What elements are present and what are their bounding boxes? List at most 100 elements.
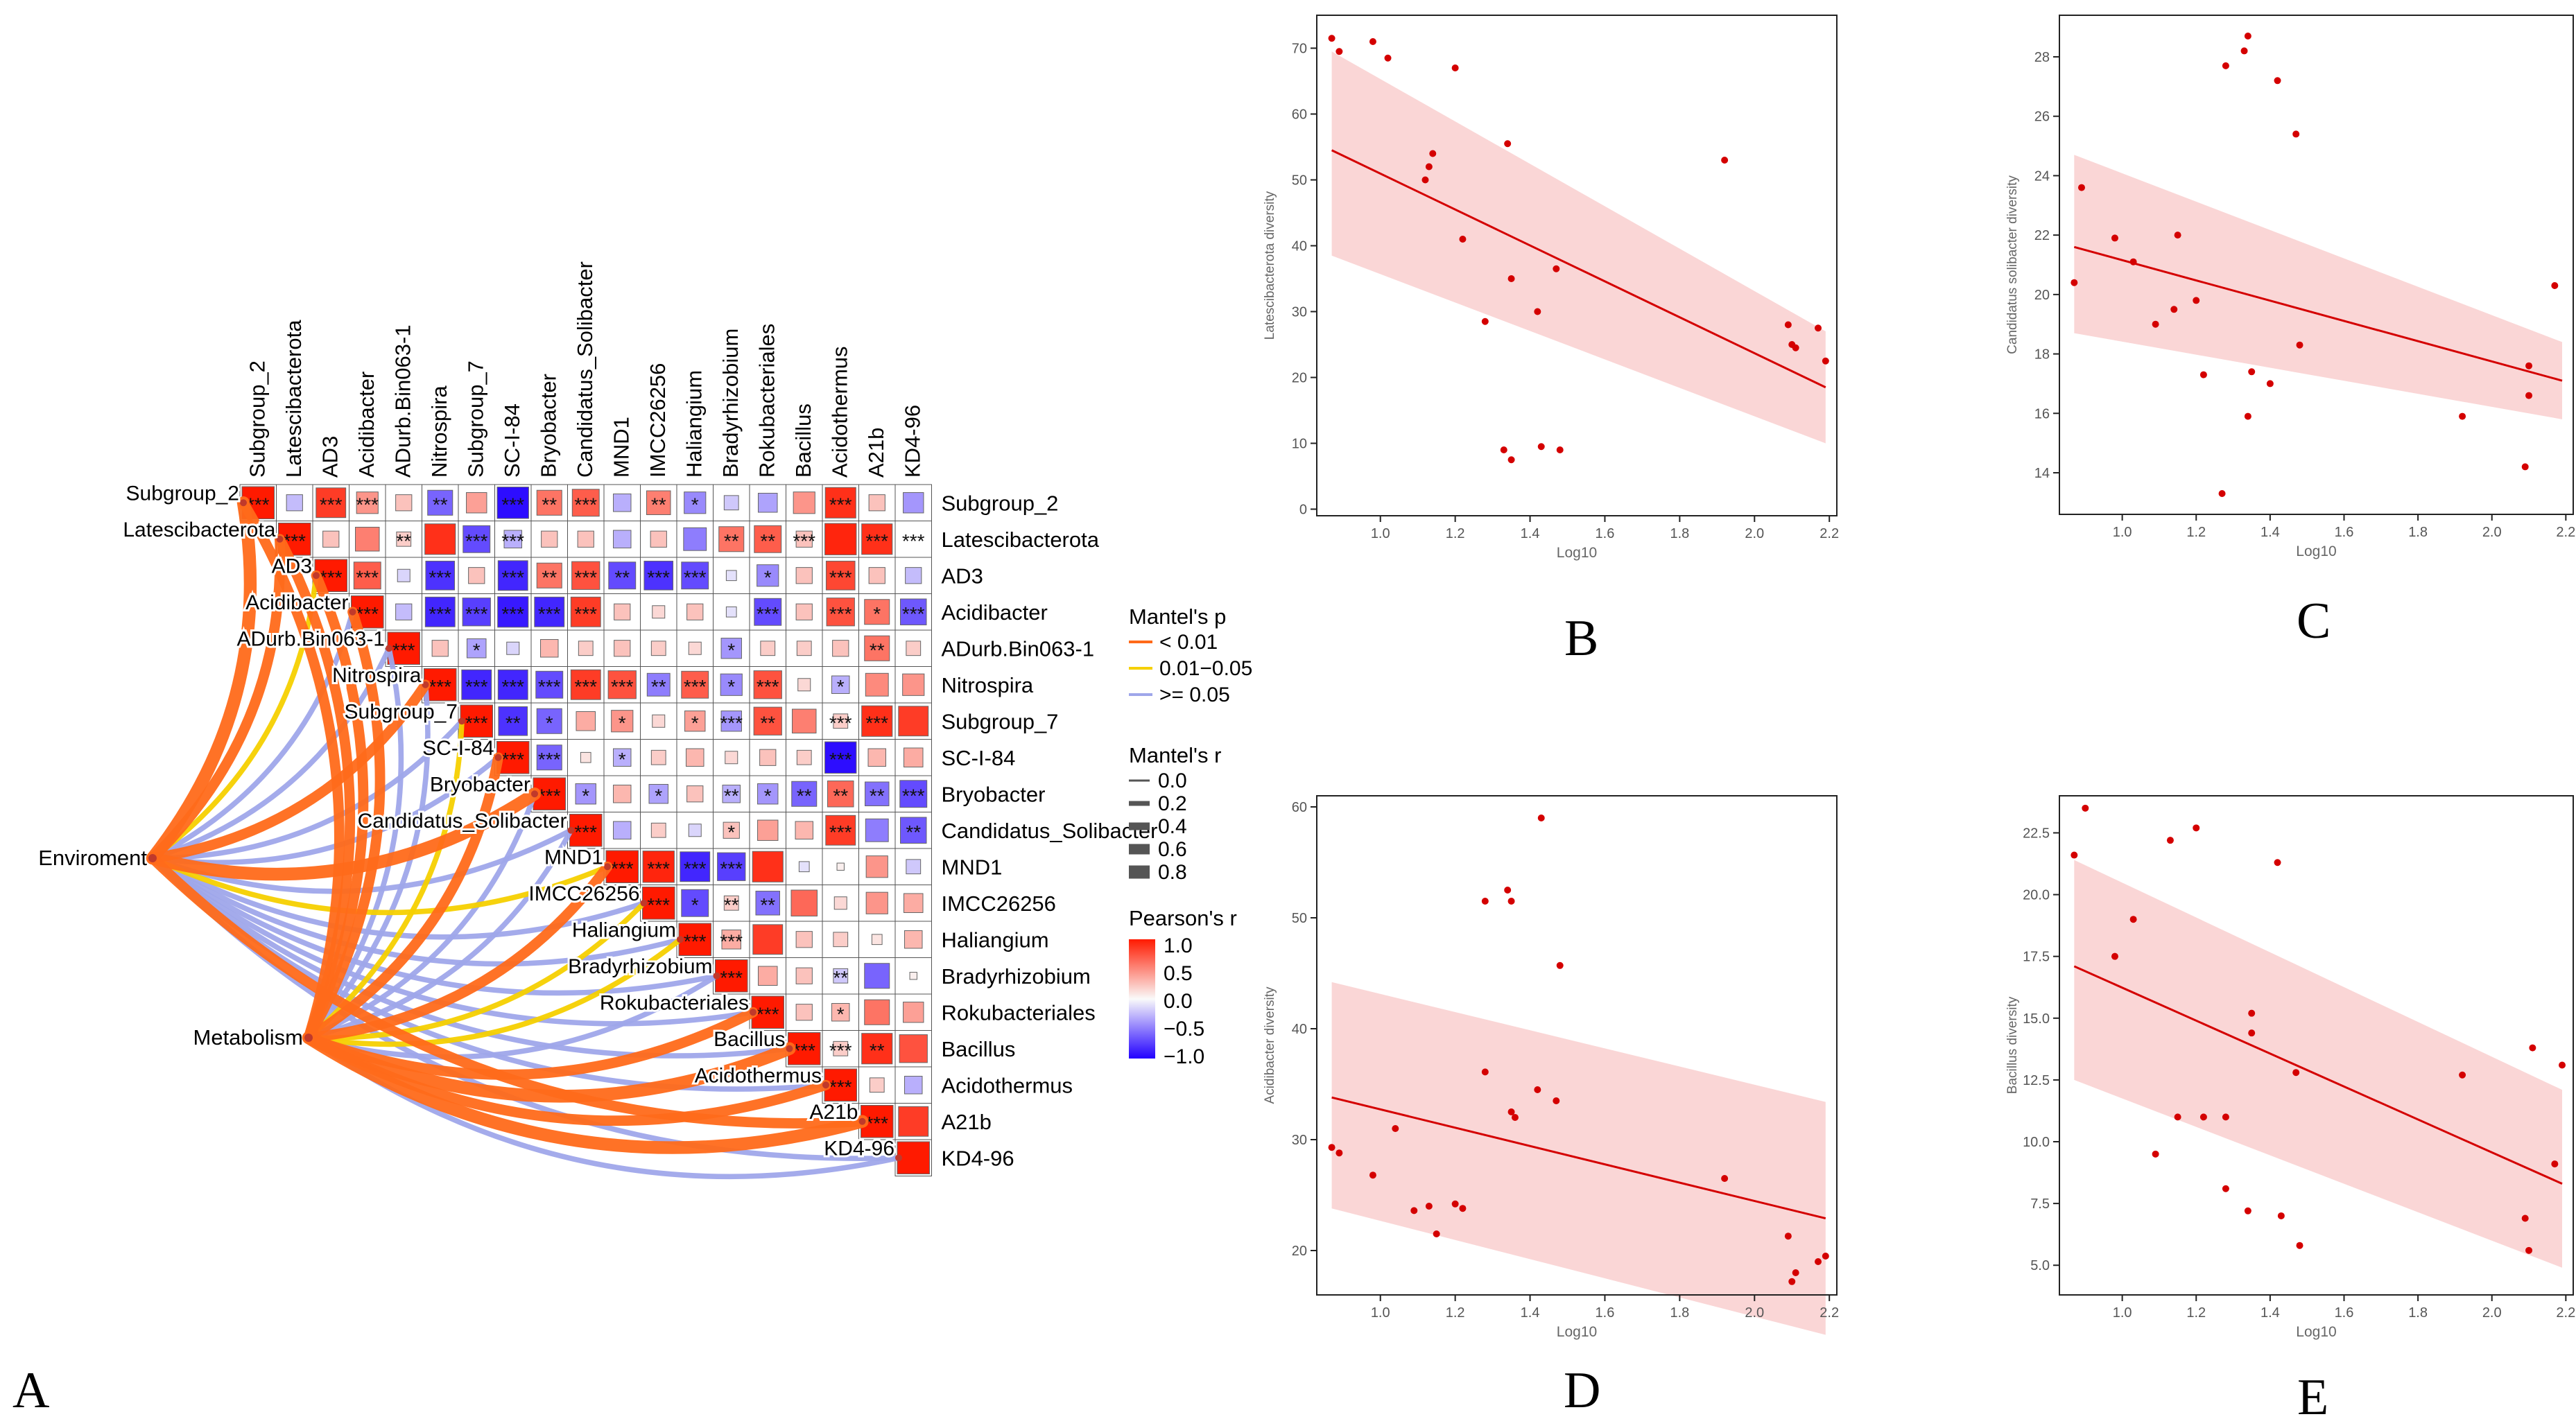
correlation-square <box>571 489 600 517</box>
data-point <box>1784 1233 1792 1240</box>
diagonal-label: Subgroup_2 <box>126 482 239 505</box>
diagonal-label: AD3 <box>272 555 312 577</box>
correlation-square <box>831 1003 850 1022</box>
plot-frame <box>2059 15 2574 515</box>
correlation-square <box>396 531 412 547</box>
significance-mark: *** <box>829 494 852 515</box>
significance-mark: ** <box>870 785 885 806</box>
confidence-band <box>2074 155 2563 419</box>
correlation-square <box>904 1076 923 1095</box>
significance-mark: * <box>727 821 735 843</box>
significance-mark: *** <box>720 857 743 879</box>
mantel-link <box>306 900 647 1041</box>
significance-mark: *** <box>574 566 597 588</box>
data-point <box>2274 77 2281 85</box>
y-tick-label: 16 <box>2034 406 2050 421</box>
x-tick-label: 1.0 <box>2113 525 2132 540</box>
data-point <box>2274 859 2281 867</box>
mantel-link <box>150 609 356 861</box>
data-point <box>1721 157 1729 164</box>
significance-mark: * <box>727 639 735 661</box>
correlation-square <box>795 967 813 984</box>
taxon-node-dot <box>822 1081 829 1089</box>
data-point <box>2244 412 2251 420</box>
data-point <box>2222 62 2229 69</box>
row-label: Bradyrhizobium <box>942 964 1091 989</box>
data-point <box>1553 1097 1560 1104</box>
column-label: Subgroup_7 <box>463 360 487 478</box>
correlation-square <box>646 672 671 697</box>
significance-mark: ** <box>870 1040 885 1061</box>
y-tick-label: 12.5 <box>2023 1073 2050 1088</box>
correlation-square <box>613 494 632 512</box>
correlation-square <box>868 567 885 584</box>
correlation-square <box>678 923 711 956</box>
correlation-square <box>865 891 888 914</box>
legend-p-label: >= 0.05 <box>1159 683 1230 706</box>
data-point <box>1335 1149 1343 1157</box>
panel-label-b: B <box>1564 610 1598 667</box>
data-point <box>1451 64 1459 71</box>
correlation-square <box>869 1077 885 1093</box>
correlation-square <box>680 851 711 882</box>
significance-mark: * <box>691 494 699 515</box>
data-point <box>1369 1172 1376 1179</box>
y-tick-label: 50 <box>1292 911 1307 926</box>
data-point <box>1507 898 1515 905</box>
data-point <box>2292 130 2300 138</box>
data-point <box>1392 1125 1399 1132</box>
correlation-square <box>864 635 890 661</box>
mantel-link <box>146 496 257 865</box>
legend-mantel-r-title: Mantel's r <box>1129 743 1221 767</box>
significance-mark: *** <box>902 785 925 806</box>
correlation-square <box>903 1002 924 1023</box>
correlation-square <box>757 783 779 805</box>
panel-a-mantel-heatmap: *** *** *** ** *** ** *** ** * ****** ** *** *** ** **… <box>38 261 1252 1180</box>
correlation-square <box>577 530 594 548</box>
significance-mark: ** <box>724 785 739 806</box>
significance-mark: *** <box>574 494 597 515</box>
diagonal-label: Haliangium <box>572 918 676 941</box>
data-point <box>2459 1071 2466 1079</box>
correlation-square <box>865 781 890 806</box>
significance-mark: *** <box>647 857 670 879</box>
x-tick-label: 1.0 <box>2113 1305 2132 1321</box>
taxon-node-dot <box>713 972 720 979</box>
y-tick-label: 40 <box>1292 1022 1307 1037</box>
significance-mark: ** <box>505 712 521 733</box>
y-tick-label: 7.5 <box>2030 1196 2050 1212</box>
x-axis-label: Log10 <box>2296 1324 2336 1340</box>
y-tick-label: 20 <box>1292 371 1307 386</box>
y-tick-label: 14 <box>2034 466 2050 481</box>
correlation-square <box>827 781 854 808</box>
data-point <box>2248 1029 2256 1037</box>
x-tick-label: 1.6 <box>1596 526 1615 541</box>
significance-mark: * <box>691 712 699 733</box>
y-axis-label: Acidibacter diversity <box>1263 986 1277 1104</box>
correlation-square <box>646 490 671 515</box>
column-label: A21b <box>864 428 888 478</box>
data-point <box>2111 952 2118 960</box>
taxon-node-dot <box>349 608 356 616</box>
data-point <box>2174 1113 2181 1121</box>
mantel-link <box>306 827 574 1040</box>
correlation-square <box>681 561 709 590</box>
data-point <box>2129 916 2137 923</box>
panel-label-e: E <box>2297 1369 2328 1425</box>
significance-mark: *** <box>647 894 670 916</box>
significance-mark: *** <box>465 530 488 552</box>
significance-mark: ** <box>651 494 666 515</box>
data-point <box>1556 961 1564 969</box>
significance-mark: *** <box>501 749 524 770</box>
correlation-square <box>431 640 449 657</box>
data-point <box>1534 308 1541 315</box>
data-point <box>1481 317 1489 325</box>
correlation-square <box>836 862 845 871</box>
significance-mark: * <box>873 603 881 625</box>
column-label: Acidothermus <box>827 346 852 478</box>
row-label: Haliangium <box>942 928 1049 952</box>
data-point <box>1504 140 1512 148</box>
legend-r-label: 0.8 <box>1158 861 1187 884</box>
correlation-square <box>460 704 493 738</box>
data-point <box>2521 1214 2529 1222</box>
